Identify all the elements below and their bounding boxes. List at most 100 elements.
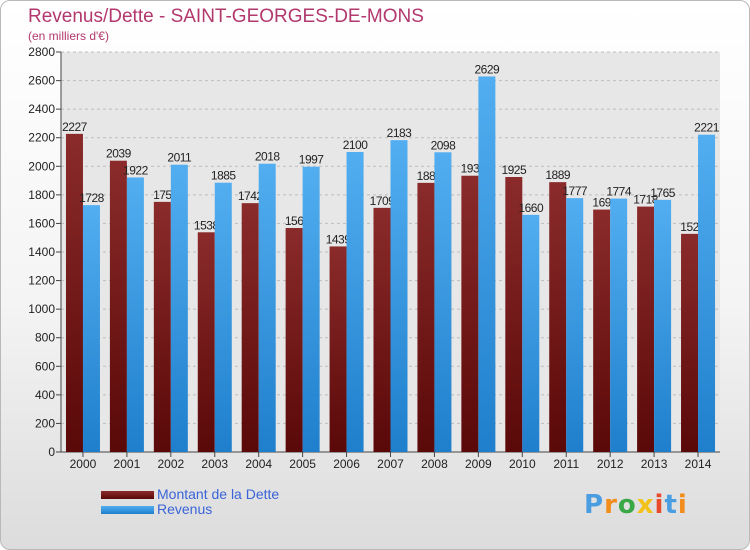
bar-revenus [302, 166, 320, 452]
data-label: 1709 [370, 194, 396, 208]
bar-dette [593, 209, 611, 452]
bar-revenus [390, 140, 408, 452]
legend-label-revenus: Revenus [157, 501, 213, 517]
bar-revenus [478, 76, 496, 452]
data-label: 156 [285, 214, 304, 228]
bar-dette [241, 203, 259, 452]
data-label: 1718 [633, 193, 659, 207]
data-label: 188 [417, 169, 436, 183]
data-label: 2039 [106, 147, 132, 161]
y-tick-label: 1600 [28, 216, 55, 230]
data-label: 1765 [650, 186, 676, 200]
bar-revenus [522, 214, 540, 452]
logo-letter: i [654, 490, 665, 520]
bar-revenus [610, 198, 628, 452]
bar-dette [65, 133, 83, 452]
proxiti-logo: Proxiti [584, 490, 688, 520]
data-label: 152 [680, 220, 699, 234]
data-label: 2018 [255, 150, 281, 164]
logo-letter: o [617, 490, 637, 520]
bar-revenus [82, 205, 100, 452]
data-label: 175 [153, 188, 172, 202]
legend-label-dette: Montant de la Dette [157, 486, 280, 502]
y-tick-label: 2000 [28, 159, 55, 173]
data-label: 2011 [167, 151, 192, 165]
bar-dette [373, 207, 391, 452]
y-tick-label: 400 [35, 388, 55, 402]
y-tick-label: 1400 [28, 245, 55, 259]
chart-subtitle: (en milliers d'€) [28, 29, 109, 43]
bar-revenus [258, 163, 276, 452]
data-label: 1728 [79, 191, 105, 205]
bar-revenus [434, 152, 452, 453]
data-label: 1774 [606, 185, 632, 199]
bar-dette [153, 201, 171, 452]
x-tick-label: 2005 [289, 457, 316, 471]
y-tick-label: 600 [35, 359, 55, 373]
x-tick-label: 2008 [421, 457, 448, 471]
bar-dette [109, 160, 127, 452]
data-label: 1742 [238, 189, 264, 203]
data-label: 1885 [211, 169, 237, 183]
data-label: 1922 [123, 163, 149, 177]
bar-dette [505, 177, 523, 452]
x-tick-label: 2011 [553, 457, 579, 471]
bar-dette [681, 233, 699, 452]
bar-revenus [654, 199, 672, 452]
legend-swatch-dette [101, 491, 154, 499]
bar-dette [329, 246, 347, 452]
x-tick-label: 2014 [685, 457, 712, 471]
logo-letter: i [677, 490, 688, 520]
bar-dette [285, 228, 303, 452]
data-label: 2100 [343, 138, 369, 152]
data-label: 2098 [431, 138, 457, 152]
logo-letter: r [604, 490, 618, 520]
data-label: 1538 [194, 218, 220, 232]
y-tick-label: 0 [48, 445, 55, 459]
data-label: 2629 [475, 62, 501, 76]
bar-dette [549, 182, 567, 452]
y-tick-label: 1800 [28, 188, 55, 202]
y-tick-label: 1000 [28, 302, 55, 316]
x-tick-label: 2003 [201, 457, 228, 471]
y-tick-label: 800 [35, 331, 55, 345]
data-label: 169 [592, 196, 611, 210]
legend-swatch-revenus [101, 506, 154, 514]
data-label: 1439 [326, 232, 352, 246]
bar-revenus [126, 177, 144, 452]
bar-dette [197, 232, 215, 452]
x-tick-label: 2007 [377, 457, 404, 471]
bar-revenus [170, 164, 188, 452]
x-tick-label: 2009 [465, 457, 492, 471]
x-tick-label: 2001 [114, 457, 141, 471]
bar-revenus [566, 198, 584, 452]
y-tick-label: 200 [35, 416, 55, 430]
data-label: 1889 [545, 168, 571, 182]
x-tick-label: 2002 [157, 457, 184, 471]
x-tick-label: 2004 [245, 457, 272, 471]
data-label: 1777 [562, 184, 588, 198]
data-label: 2183 [387, 126, 413, 140]
x-tick-label: 2006 [333, 457, 360, 471]
y-tick-label: 2600 [28, 74, 55, 88]
data-label: 1660 [518, 201, 544, 215]
data-label: 2221 [694, 121, 720, 135]
bar-revenus [346, 152, 364, 452]
chart-title: Revenus/Dette - SAINT-GEORGES-DE-MONS [28, 6, 424, 27]
y-tick-label: 2200 [28, 131, 55, 145]
y-tick-label: 2800 [28, 45, 55, 59]
x-tick-label: 2013 [641, 457, 668, 471]
bar-revenus [214, 182, 232, 452]
bar-dette [417, 182, 435, 452]
data-label: 1925 [501, 163, 527, 177]
bar-dette [461, 175, 479, 452]
y-tick-label: 1200 [28, 274, 55, 288]
y-tick-label: 2400 [28, 102, 55, 116]
logo-letter: x [636, 490, 655, 520]
data-label: 193 [461, 162, 480, 176]
x-tick-label: 2012 [597, 457, 624, 471]
logo-letter: t [664, 490, 678, 520]
x-tick-label: 2010 [509, 457, 536, 471]
